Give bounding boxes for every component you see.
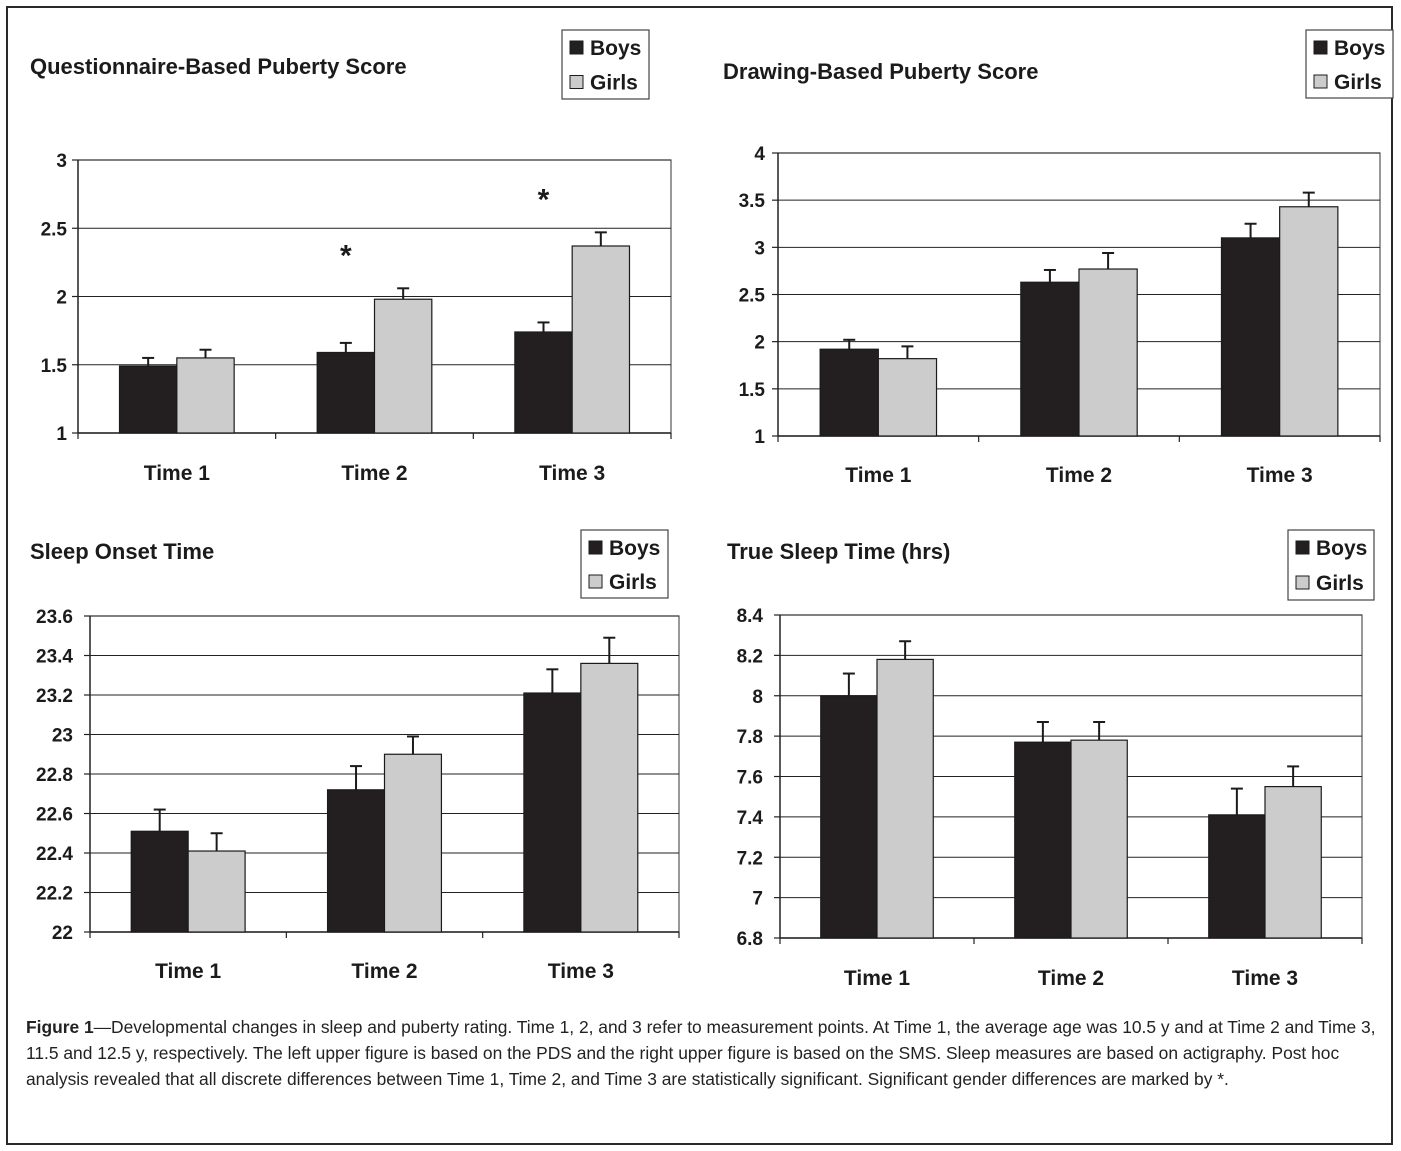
- figure-caption: Figure 1—Developmental changes in sleep …: [26, 1014, 1378, 1092]
- legend-label: Girls: [609, 571, 657, 594]
- y-tick-label: 6.8: [737, 929, 763, 950]
- y-tick-label: 1: [56, 424, 67, 445]
- y-tick-label: 23.6: [36, 607, 73, 628]
- y-tick-label: 22.2: [36, 884, 73, 905]
- chart-panel-3: Sleep Onset Time 22 22.2 22.4 22.6 22.8 23 23.2…: [30, 529, 680, 983]
- bar-girls: [383, 753, 443, 933]
- figure-frame: [6, 6, 1393, 1145]
- x-category-label: Time 1: [144, 462, 210, 485]
- legend-swatch-boys: [1295, 540, 1310, 555]
- chart-panel-1: Questionnaire-Based Puberty Score 1 1.5 2 2.…: [30, 29, 672, 485]
- y-tick-label: 1: [754, 427, 765, 448]
- bar-boys: [316, 351, 376, 434]
- y-tick-label: 8.4: [737, 606, 764, 627]
- bar-girls: [1070, 739, 1128, 939]
- bar-boys: [514, 331, 573, 434]
- bar-boys: [1220, 237, 1281, 437]
- bar-boys: [130, 830, 189, 933]
- y-tick-label: 23.2: [36, 686, 73, 707]
- x-category-label: Time 3: [1232, 967, 1298, 990]
- bar-girls: [877, 358, 938, 437]
- y-tick-label: 1.5: [41, 356, 68, 377]
- bar-girls: [1279, 206, 1339, 437]
- bar-girls: [176, 357, 235, 434]
- y-tick-label: 7: [752, 889, 763, 910]
- y-tick-label: 3.5: [739, 191, 766, 212]
- legend-label: Boys: [609, 537, 660, 560]
- legend-swatch-boys: [569, 40, 584, 55]
- x-category-label: Time 3: [539, 462, 605, 485]
- y-tick-label: 7.8: [737, 727, 763, 748]
- bar-boys: [819, 348, 879, 437]
- caption-text: —Developmental changes in sleep and pube…: [26, 1017, 1376, 1089]
- bar-girls: [1078, 268, 1138, 437]
- legend-label: Boys: [1316, 537, 1367, 560]
- chart-panel-4: True Sleep Time (hrs) 6.8 7 7.2 7.4 7.6 7.8 8 8.…: [727, 529, 1375, 990]
- significance-marker: *: [340, 239, 352, 272]
- chart-panel-2: Drawing-Based Puberty Score 1 1.5 2 2.5 3 3.5 4…: [723, 29, 1394, 487]
- significance-marker: *: [538, 183, 550, 216]
- bar-girls: [571, 245, 631, 434]
- y-tick-label: 7.2: [737, 848, 763, 869]
- chart-title: True Sleep Time (hrs): [727, 539, 950, 564]
- bar-girls: [580, 662, 639, 933]
- x-category-label: Time 2: [341, 462, 407, 485]
- y-tick-label: 4: [754, 144, 765, 165]
- y-tick-label: 22.4: [36, 844, 73, 865]
- legend-swatch-boys: [1313, 40, 1328, 55]
- caption-label: Figure 1: [26, 1017, 94, 1037]
- y-tick-label: 22.6: [36, 805, 73, 826]
- y-tick-label: 23: [52, 726, 73, 747]
- legend-swatch-girls: [588, 574, 603, 589]
- bar-boys: [1020, 281, 1080, 437]
- y-tick-label: 2.5: [739, 286, 766, 307]
- legend-swatch-girls: [1313, 74, 1328, 89]
- y-tick-label: 22: [52, 923, 73, 944]
- y-tick-label: 22.8: [36, 765, 73, 786]
- x-category-label: Time 3: [548, 960, 614, 983]
- bar-girls: [876, 658, 934, 939]
- y-tick-label: 1.5: [739, 380, 766, 401]
- y-tick-label: 23.4: [36, 647, 73, 668]
- bar-girls: [373, 298, 433, 434]
- x-category-label: Time 2: [1046, 464, 1112, 487]
- y-tick-label: 3: [56, 151, 67, 172]
- bar-girls: [1264, 785, 1322, 939]
- y-tick-label: 2.5: [41, 219, 68, 240]
- chart-title: Sleep Onset Time: [30, 539, 214, 564]
- x-category-label: Time 1: [844, 967, 910, 990]
- legend-label: Boys: [1334, 37, 1385, 60]
- legend-label: Girls: [1316, 572, 1364, 595]
- x-category-label: Time 2: [1038, 967, 1104, 990]
- y-tick-label: 7.4: [737, 808, 764, 829]
- y-tick-label: 7.6: [737, 768, 763, 789]
- x-category-label: Time 2: [351, 960, 417, 983]
- legend-swatch-boys: [588, 540, 603, 555]
- chart-title: Drawing-Based Puberty Score: [723, 59, 1038, 84]
- bar-boys: [326, 789, 386, 933]
- bar-boys: [1208, 814, 1266, 939]
- bar-boys: [118, 365, 178, 434]
- x-category-label: Time 1: [155, 960, 221, 983]
- legend-label: Boys: [590, 37, 641, 60]
- legend-swatch-girls: [1295, 575, 1310, 590]
- bar-boys: [523, 692, 582, 933]
- y-tick-label: 8.2: [737, 646, 763, 667]
- y-tick-label: 2: [56, 288, 67, 309]
- y-tick-label: 2: [754, 333, 765, 354]
- y-tick-label: 8: [752, 687, 763, 708]
- y-tick-label: 3: [754, 238, 765, 259]
- legend-label: Girls: [1334, 71, 1382, 94]
- legend-label: Girls: [590, 72, 638, 95]
- chart-title: Questionnaire-Based Puberty Score: [30, 54, 407, 79]
- bar-boys: [820, 695, 878, 939]
- x-category-label: Time 3: [1247, 464, 1313, 487]
- bar-girls: [187, 850, 246, 933]
- x-category-label: Time 1: [845, 464, 911, 487]
- bar-boys: [1014, 741, 1072, 939]
- legend-swatch-girls: [569, 75, 584, 89]
